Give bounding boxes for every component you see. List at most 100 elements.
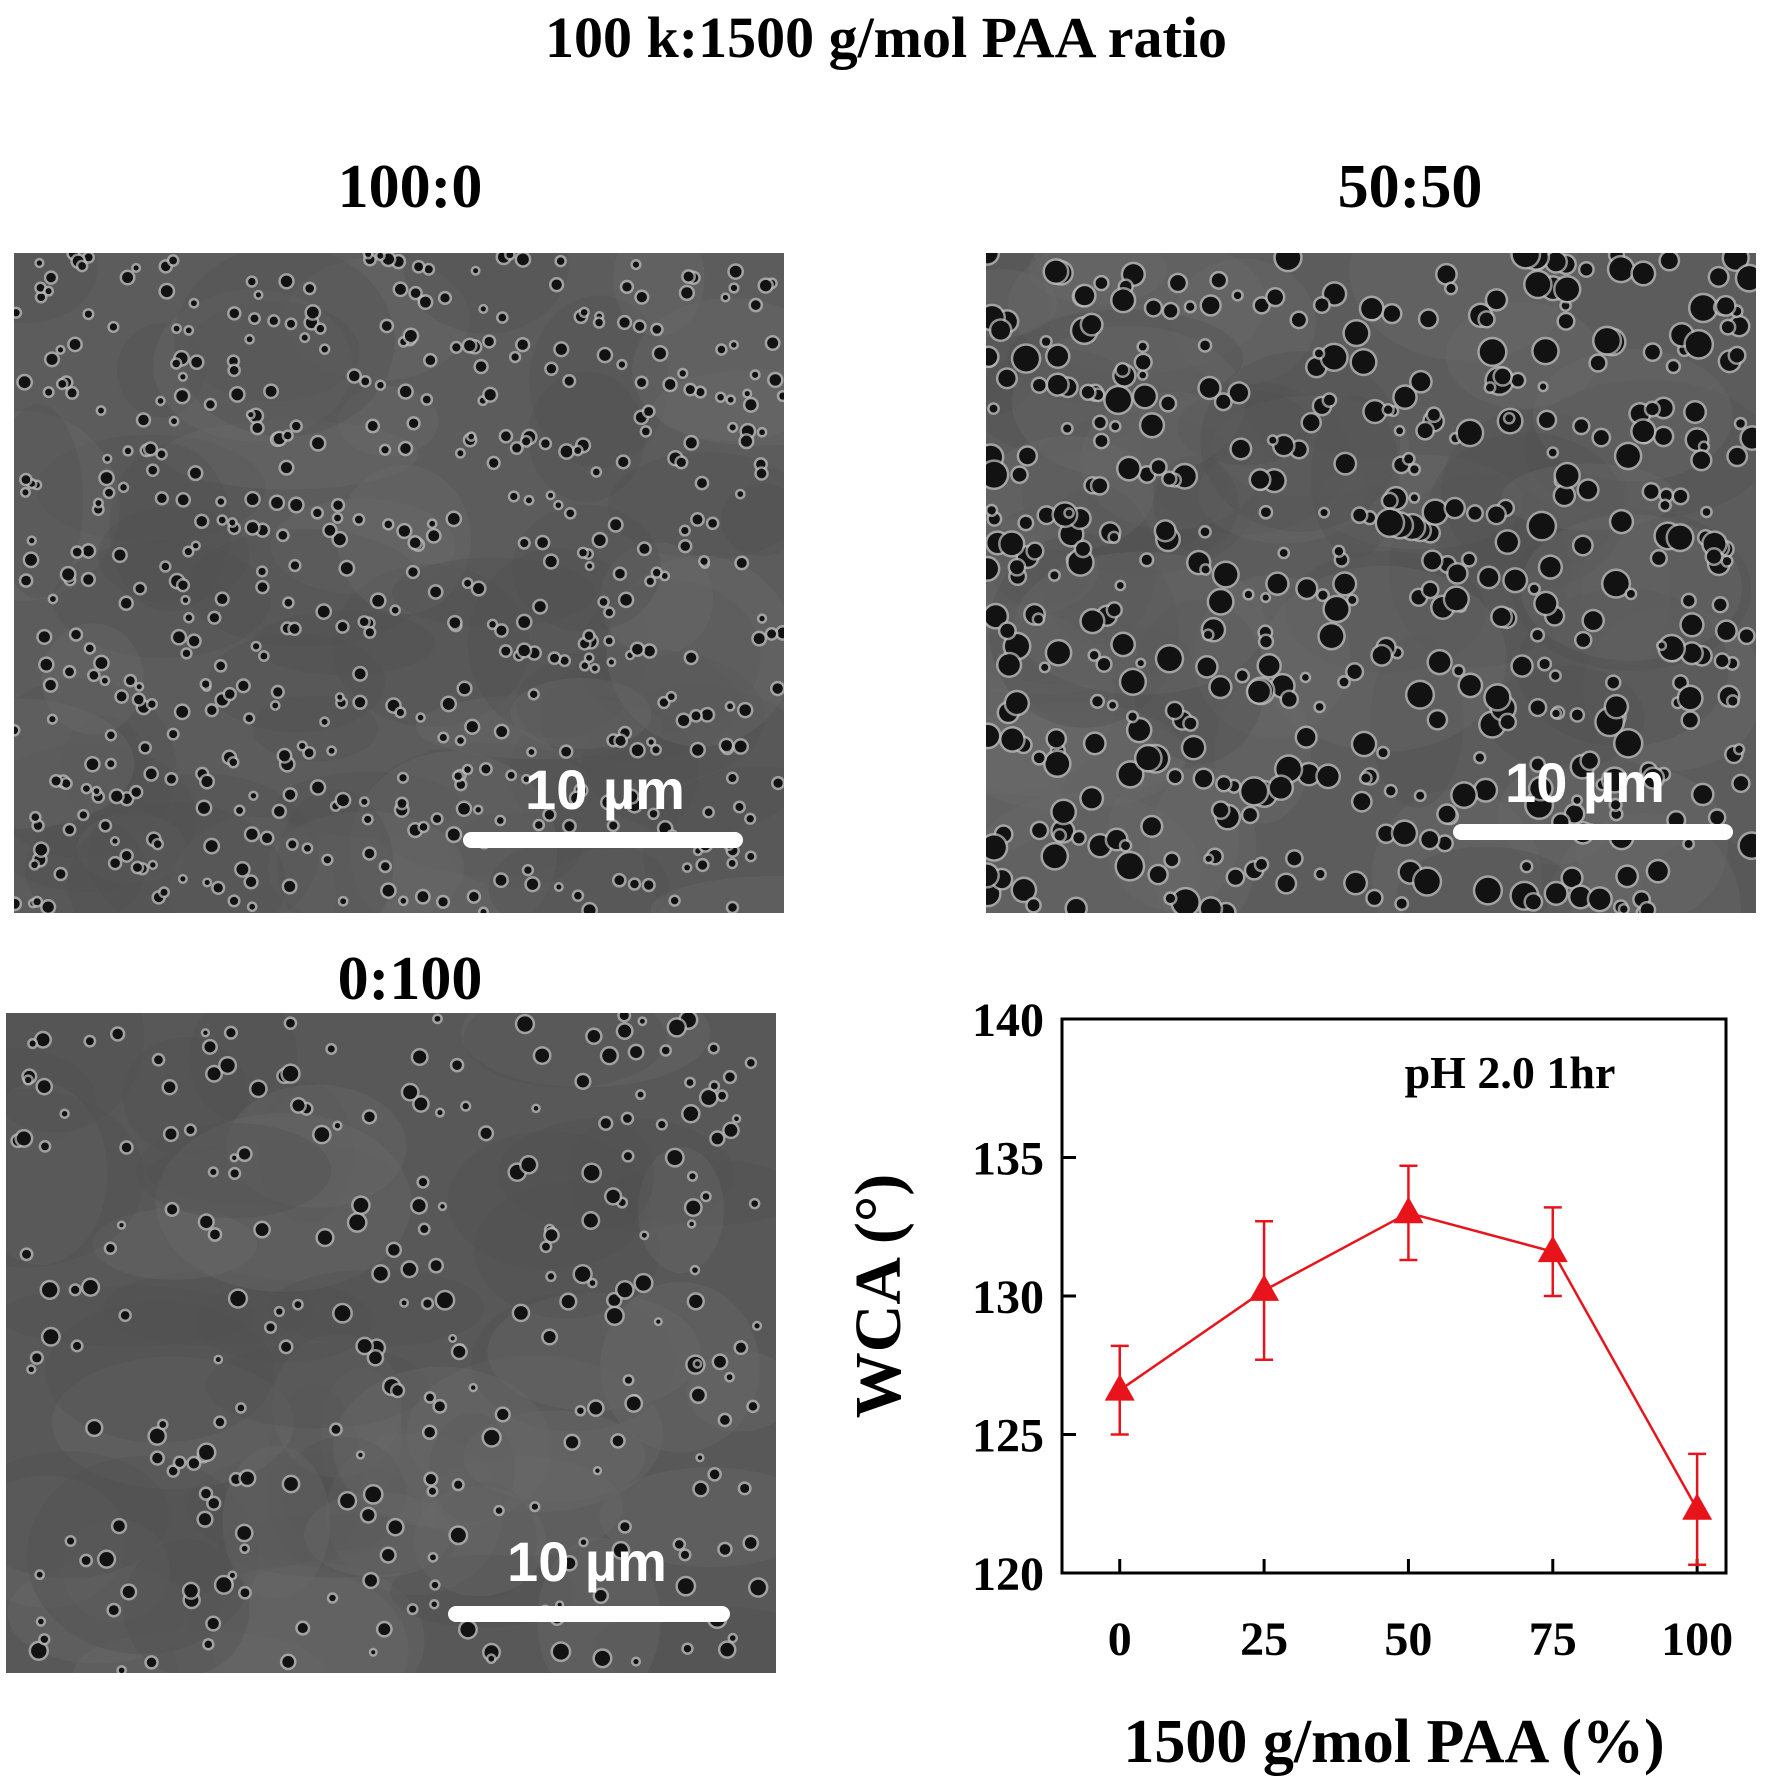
sem-pore [217, 593, 228, 605]
sem-pore [180, 876, 186, 882]
sem-texture [320, 1367, 402, 1500]
sem-pore [1013, 879, 1035, 901]
sem-pore [113, 1520, 125, 1532]
sem-pore [1318, 590, 1328, 600]
sem-pore [1339, 677, 1349, 687]
sem-pore [534, 601, 546, 613]
sem-pore [237, 1404, 245, 1412]
sem-pore [1297, 579, 1317, 598]
sem-pore [543, 1330, 556, 1343]
sem-pore [1574, 537, 1592, 554]
sem-pore [203, 1030, 208, 1035]
sem-pore [606, 1308, 623, 1324]
sem-pore [1075, 286, 1095, 306]
sem-pore [473, 583, 485, 595]
sem-pore [276, 1308, 283, 1315]
sem-pore [681, 287, 693, 299]
sem-pore [1027, 899, 1040, 912]
sem-texture [650, 875, 784, 913]
sem-pore [1716, 654, 1729, 667]
sem-pore [280, 462, 293, 474]
sem-pore [107, 760, 115, 768]
sem-pore [610, 519, 622, 531]
y-tick-label: 135 [972, 1133, 1044, 1186]
sem-pore [544, 810, 555, 820]
sem-pore [1446, 283, 1456, 293]
sem-pore [468, 433, 475, 440]
sem-pore [67, 388, 77, 398]
sem-pore [1525, 272, 1551, 297]
sem-pore [1081, 788, 1102, 809]
sem-pore [1137, 660, 1144, 667]
sem-pore [692, 514, 703, 525]
sem-pore [1320, 509, 1328, 517]
sem-pore [685, 385, 695, 395]
sem-pore [747, 1059, 755, 1067]
sem-pore [1085, 733, 1105, 753]
sem-pore [340, 1493, 355, 1509]
sem-pore [220, 1058, 235, 1073]
sem-pore [614, 875, 625, 886]
sem-pore [266, 1323, 275, 1332]
sem-pore [488, 1655, 495, 1662]
sem-pore [1640, 903, 1654, 913]
sem-texture [1317, 454, 1524, 550]
sem-pore [1729, 348, 1745, 363]
sem-pore [198, 1513, 212, 1526]
sem-pore [365, 1486, 382, 1503]
sem-pore [269, 316, 278, 325]
x-tick-label: 100 [1661, 1613, 1733, 1666]
sem-pore [1050, 571, 1059, 580]
y-tick-label: 120 [972, 1548, 1044, 1601]
sem-pore [140, 743, 150, 753]
sem-pore [592, 665, 598, 672]
sem-pore [1000, 623, 1015, 638]
sem-pore [622, 282, 632, 292]
sem-pore [545, 1229, 558, 1242]
sem-pore [1269, 436, 1277, 444]
sem-pore [1298, 764, 1319, 784]
sem-pore [1047, 730, 1065, 748]
scale-bar-0-100 [448, 1606, 730, 1622]
sem-pore [696, 388, 705, 397]
sem-pore [683, 1106, 699, 1122]
sem-pore [457, 737, 464, 744]
sem-pore [377, 381, 384, 389]
sem-pore [38, 631, 50, 643]
sem-pore [1378, 825, 1394, 842]
sem-pore [599, 598, 608, 606]
sem-pore [608, 659, 614, 665]
sem-pore [1394, 386, 1416, 408]
sem-pore [437, 1292, 453, 1309]
sem-pore [752, 371, 759, 378]
sem-pore [684, 864, 690, 871]
sem-pore [200, 1215, 213, 1229]
sem-pore [1721, 321, 1734, 334]
sem-pore [400, 443, 411, 454]
sem-pore [1052, 800, 1075, 823]
sem-pore [680, 1550, 690, 1559]
sem-pore [331, 1424, 341, 1434]
sem-pore [250, 314, 259, 323]
sem-pore [279, 750, 290, 762]
sem-pore [1139, 371, 1146, 379]
sem-pore [571, 792, 582, 804]
sem-pore [1048, 374, 1068, 395]
sem-pore [431, 1581, 439, 1589]
sem-pore [314, 1127, 330, 1142]
sem-pore [353, 1197, 369, 1213]
sem-pore [595, 1589, 607, 1602]
sem-pore [1347, 664, 1362, 679]
sem-pore [316, 324, 325, 333]
sem-pore [720, 1642, 735, 1657]
sem-pore [42, 901, 54, 913]
sem-pore [86, 758, 99, 771]
sem-pore [767, 629, 777, 639]
sem-pore [686, 1200, 701, 1215]
sem-pore [104, 456, 110, 462]
sem-pore [209, 613, 219, 623]
sem-pore [304, 748, 314, 758]
sem-pore [262, 833, 273, 844]
sem-pore [740, 1483, 750, 1493]
sem-pore [1479, 312, 1494, 327]
